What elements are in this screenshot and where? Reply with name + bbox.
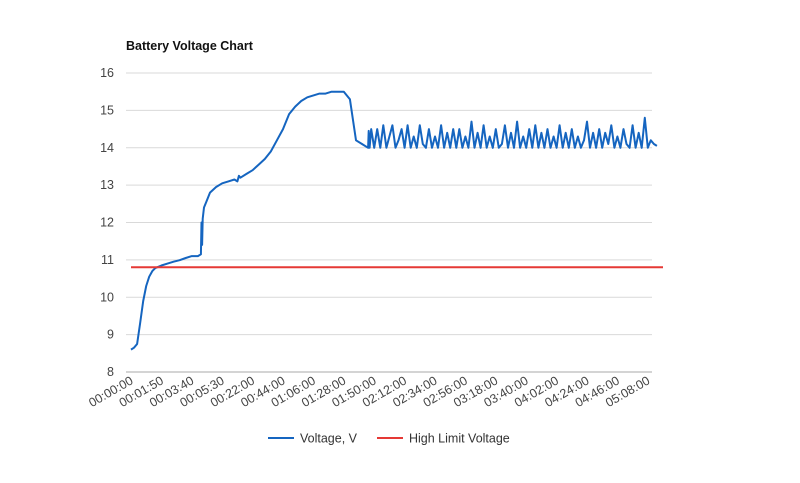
y-tick-label: 10 [100,290,114,304]
y-tick-label: 16 [100,66,114,80]
y-tick-label: 13 [100,178,114,192]
y-tick-label: 14 [100,141,114,155]
y-axis-ticks: 8 9 10 11 12 13 14 15 16 [100,66,114,379]
y-tick-label: 12 [100,216,114,230]
legend-label: High Limit Voltage [409,432,510,446]
y-tick-label: 8 [107,365,114,379]
legend-item[interactable]: Voltage, V [268,432,358,446]
grid [126,72,652,373]
chart-title: Battery Voltage Chart [126,39,253,53]
voltage-series-line [130,90,658,351]
y-tick-label: 9 [107,328,114,342]
y-tick-label: 15 [100,103,114,117]
legend[interactable]: Voltage, V High Limit Voltage [268,432,510,446]
legend-item[interactable]: High Limit Voltage [377,432,510,446]
legend-label: Voltage, V [300,432,358,446]
series [130,90,663,351]
y-tick-label: 11 [101,253,114,267]
x-axis-ticks: 00:00:0000:01:5000:03:4000:05:3000:22:00… [86,373,652,409]
